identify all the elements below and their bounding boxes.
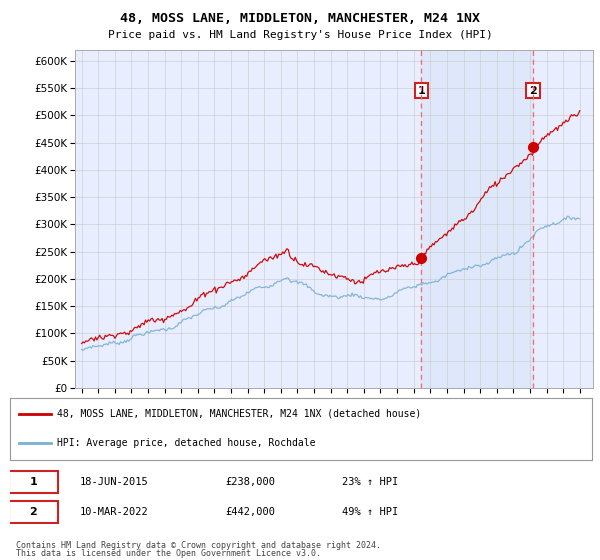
Text: Price paid vs. HM Land Registry's House Price Index (HPI): Price paid vs. HM Land Registry's House …: [107, 30, 493, 40]
Bar: [421, 50, 533, 388]
Text: 10-MAR-2022: 10-MAR-2022: [80, 507, 149, 517]
Text: 48, MOSS LANE, MIDDLETON, MANCHESTER, M24 1NX: 48, MOSS LANE, MIDDLETON, MANCHESTER, M2…: [120, 12, 480, 25]
Text: Contains HM Land Registry data © Crown copyright and database right 2024.: Contains HM Land Registry data © Crown c…: [16, 541, 381, 550]
Text: HPI: Average price, detached house, Rochdale: HPI: Average price, detached house, Roch…: [56, 438, 315, 447]
Text: 18-JUN-2015: 18-JUN-2015: [80, 477, 149, 487]
Text: 48, MOSS LANE, MIDDLETON, MANCHESTER, M24 1NX (detached house): 48, MOSS LANE, MIDDLETON, MANCHESTER, M2…: [56, 408, 421, 418]
Text: This data is licensed under the Open Government Licence v3.0.: This data is licensed under the Open Gov…: [16, 549, 321, 558]
Text: 49% ↑ HPI: 49% ↑ HPI: [342, 507, 398, 517]
Text: £442,000: £442,000: [226, 507, 275, 517]
FancyBboxPatch shape: [9, 470, 58, 493]
Text: 2: 2: [529, 86, 537, 96]
FancyBboxPatch shape: [9, 501, 58, 524]
Text: 1: 1: [418, 86, 425, 96]
Text: £238,000: £238,000: [226, 477, 275, 487]
Text: 1: 1: [29, 477, 37, 487]
Text: 23% ↑ HPI: 23% ↑ HPI: [342, 477, 398, 487]
Text: 2: 2: [29, 507, 37, 517]
